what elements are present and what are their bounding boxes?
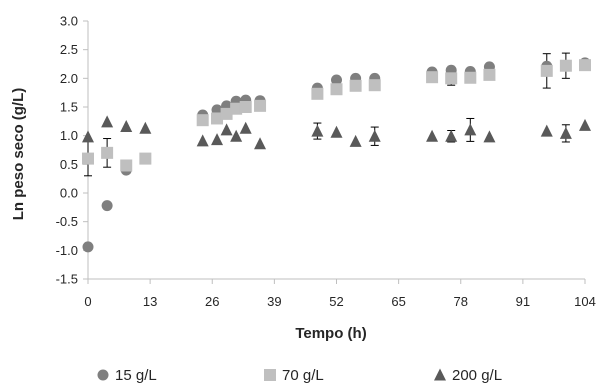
data-point-70-g-l: [464, 71, 477, 84]
legend-label-200-g-l: 200 g/L: [452, 367, 502, 384]
data-point-200-g-l: [540, 124, 553, 137]
y-tick-label: -1.0: [56, 243, 78, 258]
data-point-200-g-l: [311, 124, 324, 137]
legend-label-70-g-l: 70 g/L: [282, 367, 324, 384]
data-point-70-g-l: [349, 79, 362, 92]
data-point-200-g-l: [196, 134, 209, 147]
x-tick-label: 78: [454, 294, 468, 309]
data-point-200-g-l: [330, 125, 343, 138]
data-point-70-g-l: [220, 107, 233, 120]
data-point-200-g-l: [349, 134, 362, 147]
data-point-70-g-l: [330, 83, 343, 96]
y-tick-label: 2.0: [60, 71, 78, 86]
data-point-70-g-l: [559, 59, 572, 72]
data-point-200-g-l: [139, 121, 152, 134]
data-point-15-g-l: [82, 241, 94, 253]
data-point-70-g-l: [196, 114, 209, 127]
legend-marker-200-g-l: [434, 368, 446, 381]
data-point-70-g-l: [540, 64, 553, 77]
data-point-70-g-l: [82, 152, 94, 165]
y-tick-label: 3.0: [60, 14, 78, 29]
x-axis-title: Tempo (h): [295, 325, 366, 342]
legend-marker-70-g-l: [264, 369, 276, 381]
data-point-200-g-l: [483, 130, 496, 143]
data-point-70-g-l: [120, 159, 133, 172]
data-point-70-g-l: [139, 152, 152, 165]
data-point-200-g-l: [220, 123, 233, 136]
y-tick-label: -1.5: [56, 272, 78, 287]
y-axis-title: Ln peso seco (g/L): [10, 88, 27, 221]
data-point-70-g-l: [254, 99, 267, 112]
data-point-200-g-l: [120, 119, 133, 132]
data-point-70-g-l: [579, 59, 591, 72]
axis-labels: -1.5 -1.0 -0.5 0.0 0.5 1.0 1.5 2.0 2.5 3.0 0 13 26 39…: [56, 14, 596, 310]
legend: 15 g/L 70 g/L 200 g/L: [97, 367, 502, 384]
data-point-200-g-l: [426, 129, 439, 142]
data-point-200-g-l: [254, 137, 267, 150]
y-tick-label: 1.0: [60, 128, 78, 143]
data-point-200-g-l: [101, 115, 114, 128]
x-tick-label: 13: [143, 294, 157, 309]
data-point-70-g-l: [368, 79, 381, 92]
data-point-70-g-l: [483, 68, 496, 81]
data-point-200-g-l: [445, 129, 458, 142]
data-point-200-g-l: [230, 129, 243, 142]
data-point-15-g-l: [101, 200, 113, 212]
data-point-70-g-l: [101, 146, 114, 159]
data-point-200-g-l: [211, 133, 224, 146]
data-point-70-g-l: [211, 112, 224, 125]
legend-label-15-g-l: 15 g/L: [115, 367, 157, 384]
data-point-200-g-l: [464, 123, 477, 136]
data-point-200-g-l: [239, 121, 252, 134]
y-tick-label: 2.5: [60, 42, 78, 57]
axes: [83, 20, 586, 284]
x-tick-label: 0: [84, 294, 91, 309]
y-tick-label: 1.5: [60, 100, 78, 115]
data-point-70-g-l: [426, 71, 439, 84]
data-point-200-g-l: [579, 118, 591, 131]
data-point-70-g-l: [239, 101, 252, 113]
x-tick-label: 39: [267, 294, 281, 309]
y-tick-label: -0.5: [56, 214, 78, 229]
y-tick-label: 0.0: [60, 186, 78, 201]
data-point-15-g-l: [331, 74, 342, 86]
data-point-200-g-l: [368, 129, 381, 142]
data-point-200-g-l: [559, 126, 572, 139]
x-tick-label: 52: [329, 294, 343, 309]
x-tick-label: 91: [516, 294, 530, 309]
x-tick-label: 65: [391, 294, 405, 309]
data-point-200-g-l: [82, 130, 94, 143]
data-point-70-g-l: [230, 102, 243, 115]
x-tick-label: 26: [205, 294, 219, 309]
data-points: [82, 52, 591, 253]
data-point-70-g-l: [445, 72, 458, 85]
x-tick-label: 104: [574, 294, 596, 309]
y-tick-label: 0.5: [60, 157, 78, 172]
data-point-70-g-l: [311, 87, 324, 100]
legend-marker-15-g-l: [97, 369, 109, 381]
